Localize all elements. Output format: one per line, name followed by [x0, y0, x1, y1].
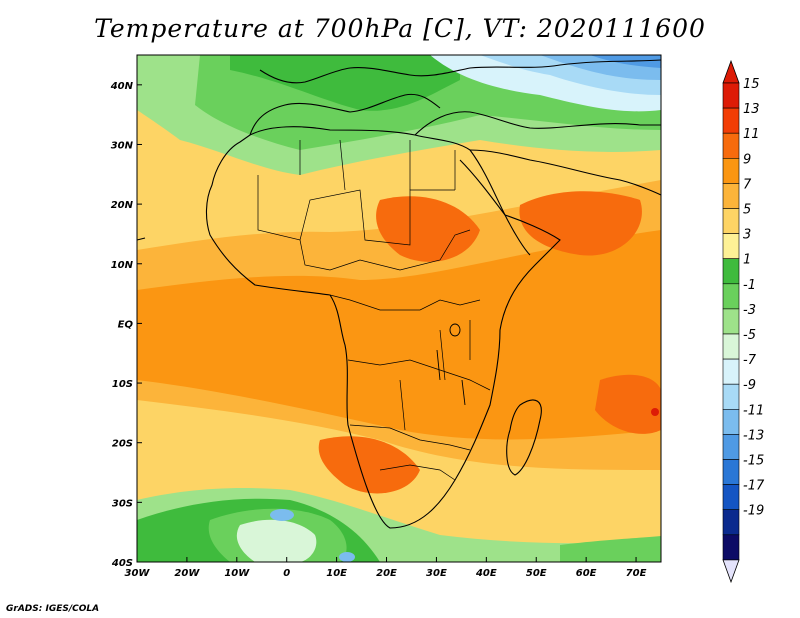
- colorbar-label: -19: [743, 504, 764, 519]
- colorbar-swatch: [722, 258, 740, 285]
- colorbar-swatch: [722, 82, 740, 109]
- y-tick-label: EQ: [118, 319, 134, 330]
- colorbar-swatch: [722, 183, 740, 209]
- colorbar-label: 1: [743, 253, 751, 268]
- colorbar-label: -7: [743, 353, 757, 368]
- colorbar: 15 13 11 9 7 5 3 1 -1 -3 -5 -7 -9 -11 -13 -15 -17 -19: [722, 59, 765, 584]
- y-tick-label: 40N: [110, 81, 134, 92]
- colorbar-swatch: [722, 534, 740, 561]
- x-tick-label: 70E: [626, 568, 647, 579]
- y-tick-label: 20S: [112, 439, 133, 450]
- y-tick-label: 20N: [111, 200, 134, 211]
- x-tick-label: 0: [283, 568, 290, 579]
- y-tick-label: 30N: [111, 140, 134, 151]
- colorbar-label: -11: [743, 403, 764, 418]
- colorbar-label: -9: [743, 378, 756, 393]
- lakes: [436, 323, 466, 406]
- x-tick-label: 10E: [326, 568, 347, 579]
- x-tick-label: 20E: [376, 568, 397, 579]
- colorbar-swatch: [722, 509, 740, 536]
- temperature-field: [137, 55, 661, 562]
- colorbar-swatch: [722, 333, 740, 360]
- colorbar-label: 5: [743, 203, 751, 218]
- colorbar-label: 11: [743, 127, 760, 142]
- colorbar-swatch: [722, 408, 740, 435]
- x-tick-label: 20W: [174, 568, 200, 579]
- colorbar-swatch: [722, 308, 740, 335]
- colorbar-swatch: [722, 233, 740, 260]
- map-title: Temperature at 700hPa [C], VT: 202011160…: [94, 14, 706, 43]
- x-tick-label: 10W: [224, 568, 250, 579]
- country-borders: [257, 139, 491, 481]
- colorbar-label: -15: [743, 454, 764, 469]
- colorbar-label: -5: [743, 328, 756, 343]
- x-tick-label: 40E: [475, 568, 497, 579]
- credit-label: GrADS: IGES/COLA: [6, 604, 100, 614]
- y-tick-label: 40S: [111, 558, 133, 569]
- colorbar-label: -1: [743, 278, 756, 293]
- y-tick-label: 30S: [112, 498, 133, 509]
- colorbar-swatch: [722, 383, 740, 410]
- colorbar-label: -17: [743, 479, 765, 494]
- colorbar-label: 7: [743, 177, 752, 192]
- x-tick-label: 30W: [125, 568, 151, 579]
- colorbar-label: -13: [743, 428, 764, 443]
- colorbar-label: 9: [743, 152, 751, 167]
- colorbar-top-arrow: [722, 59, 740, 84]
- longitude-axis: 30W 20W 10W 0 10E 20E 30E 40E 50E 60E 70E: [125, 557, 647, 579]
- colorbar-swatch: [722, 459, 740, 485]
- x-tick-label: 30E: [426, 568, 447, 579]
- colorbar-swatch: [722, 107, 740, 134]
- colorbar-bottom-arrow: [722, 559, 740, 584]
- y-tick-label: 10N: [111, 260, 134, 271]
- colorbar-swatch: [722, 484, 740, 511]
- colorbar-swatch: [722, 158, 740, 184]
- colorbar-label: -3: [743, 303, 756, 318]
- plot-frame: [136, 54, 662, 563]
- colorbar-swatch: [722, 358, 740, 385]
- colorbar-swatch: [722, 283, 740, 310]
- y-tick-label: 10S: [112, 379, 133, 390]
- coastlines: [136, 59, 662, 529]
- colorbar-swatch: [722, 434, 740, 460]
- colorbar-label: 13: [743, 102, 760, 117]
- x-tick-label: 50E: [526, 568, 547, 579]
- colorbar-swatch: [722, 132, 740, 159]
- x-tick-label: 60E: [576, 568, 597, 579]
- latitude-axis: 40N 30N 20N 10N EQ 10S 20S 30S 40S: [110, 81, 142, 569]
- colorbar-label: 3: [743, 228, 751, 243]
- colorbar-swatch: [722, 208, 740, 234]
- colorbar-label: 15: [743, 77, 760, 92]
